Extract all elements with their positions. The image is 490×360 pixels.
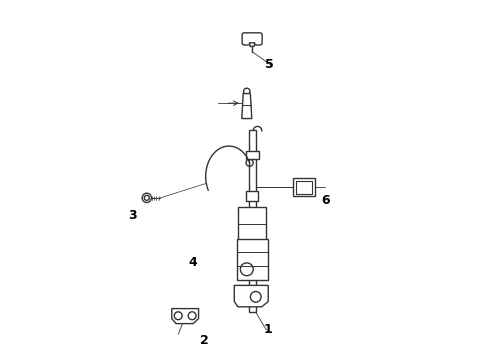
Bar — [238, 207, 267, 241]
Text: 6: 6 — [321, 194, 330, 207]
Bar — [245, 151, 259, 158]
Text: 5: 5 — [265, 58, 274, 72]
Bar — [293, 178, 315, 196]
Text: 2: 2 — [199, 333, 208, 347]
Polygon shape — [242, 94, 252, 118]
FancyBboxPatch shape — [242, 33, 262, 45]
Bar — [246, 191, 258, 202]
Bar — [248, 130, 256, 312]
Text: 1: 1 — [264, 323, 272, 336]
Text: 3: 3 — [128, 209, 137, 222]
Polygon shape — [234, 285, 268, 307]
Bar — [237, 239, 268, 280]
Polygon shape — [249, 43, 255, 46]
Text: 4: 4 — [189, 256, 197, 269]
Polygon shape — [172, 309, 198, 324]
Bar — [296, 181, 312, 194]
